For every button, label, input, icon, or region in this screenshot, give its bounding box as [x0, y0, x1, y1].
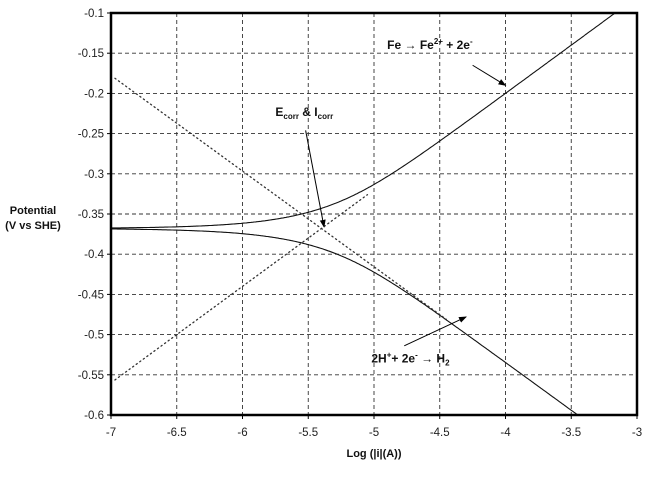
annotations: Fe → Fe2+ + 2e- Ecorr & Icorr 2H++ 2e- → H… [275, 37, 507, 368]
anodic-arrow-icon [472, 64, 507, 86]
x-axis-ticks: -7 -6.5 -6 -5.5 -5 -4.5 -4 -3.5 -3 [106, 415, 642, 439]
x-tick-label: -5 [369, 427, 379, 439]
x-axis-title: Log (|i|(A)) [346, 448, 401, 460]
x-tick-label: -4 [500, 427, 511, 439]
x-tick-label: -3.5 [561, 427, 581, 439]
y-axis-title-line1: Potential [10, 205, 56, 217]
y-tick-label: -0.1 [84, 8, 104, 20]
y-tick-label: -0.55 [78, 370, 104, 382]
y-tick-label: -0.6 [84, 410, 104, 422]
annotation-corr: Ecorr & Icorr [275, 105, 333, 121]
cathodic-arrow-icon [404, 316, 467, 347]
x-tick-label: -4.5 [430, 427, 450, 439]
y-axis-ticks: -0.1 -0.15 -0.2 -0.25 -0.3 -0.35 -0.4 -0.45 -0.5… [78, 8, 111, 422]
anodic-tafel-line [114, 194, 369, 381]
annotation-cathodic: 2H++ 2e- → H2 [371, 351, 450, 368]
y-tick-label: -0.15 [78, 48, 104, 60]
x-tick-label: -7 [106, 427, 116, 439]
anodic-curve [111, 12, 617, 229]
x-tick-label: -5.5 [298, 427, 318, 439]
x-tick-label: -3 [632, 427, 642, 439]
x-tick-label: -6 [237, 427, 247, 439]
y-tick-label: -0.25 [78, 129, 104, 141]
grid-lines [111, 13, 637, 415]
y-tick-label: -0.4 [84, 249, 104, 261]
y-tick-label: -0.5 [84, 330, 104, 342]
y-tick-label: -0.2 [84, 88, 104, 100]
annotation-anodic: Fe → Fe2+ + 2e- [387, 37, 473, 52]
y-tick-label: -0.35 [78, 209, 104, 221]
corrosion-point-arrow-icon [305, 130, 326, 228]
y-tick-label: -0.3 [84, 169, 104, 181]
x-tick-label: -6.5 [167, 427, 187, 439]
cathodic-curve [111, 228, 579, 416]
y-tick-label: -0.45 [78, 289, 104, 301]
y-axis-title-line2: (V vs SHE) [5, 220, 61, 232]
